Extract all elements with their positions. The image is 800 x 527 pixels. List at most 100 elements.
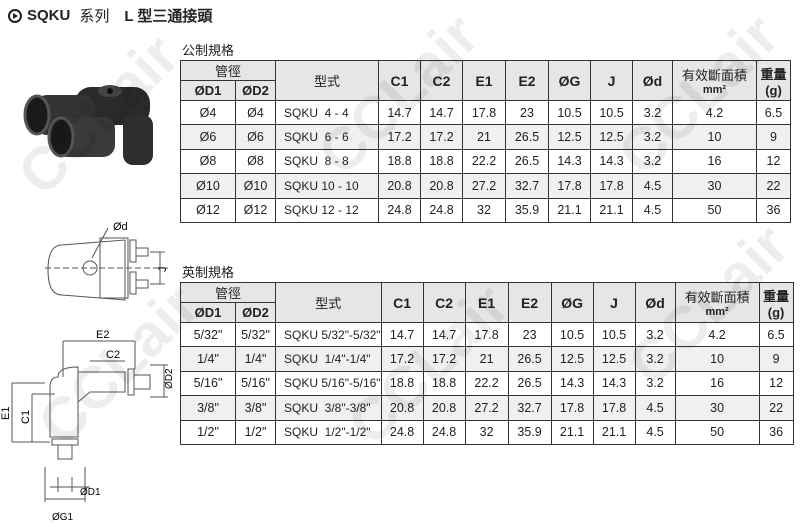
header-tube: 管徑 (180, 60, 276, 81)
cell: 3.2 (632, 99, 673, 126)
cell: 9 (756, 124, 791, 150)
cell: 17.8 (590, 173, 633, 199)
cell: 14.7 (380, 321, 424, 348)
imperial-spec-table: 管徑 型式 C1 C2 E1 E2 ØG J Ød 有效斷面積 mm² 重量 (g) ØD1 ØD2 5/32… (180, 282, 794, 445)
cell: 21 (464, 346, 509, 372)
cell: 50 (672, 197, 757, 223)
dim-label-e2: E2 (96, 329, 109, 341)
cell: 4.5 (632, 173, 673, 199)
header-c1: C1 (380, 282, 424, 323)
dim-label-g1: ØG1 (52, 512, 74, 523)
cell: 17.2 (422, 346, 466, 372)
cell: 10.5 (592, 321, 636, 348)
cell: 20.8 (378, 173, 421, 199)
cell: 32 (464, 419, 509, 445)
cell: SQKU 6 - 6 (275, 124, 379, 150)
cell: 10.5 (590, 99, 633, 126)
cell: 21.1 (590, 197, 633, 223)
header-c1: C1 (378, 60, 421, 101)
dim-label-d1: ØD1 (80, 487, 101, 498)
cell: 5/32" (235, 321, 276, 348)
table-row: Ø6 Ø6 SQKU 6 - 6 17.2 17.2 21 26.5 12.5 12.5 3.2 1… (180, 124, 791, 150)
cell: Ø10 (180, 173, 236, 199)
table-row: 1/4" 1/4" SQKU 1/4"-1/4" 17.2 17.2 21 26.5 12.5… (180, 346, 794, 372)
cell: 17.8 (462, 99, 506, 126)
cell: 18.8 (422, 370, 466, 397)
cell: 30 (674, 395, 760, 421)
page-title: SQKU 系列 L 型三通接頭 (8, 5, 212, 26)
cell: 20.8 (420, 173, 463, 199)
header-c2: C2 (420, 60, 463, 101)
cell: 17.8 (592, 395, 636, 421)
cell: 9 (758, 346, 794, 372)
cell: 1/4" (235, 346, 276, 372)
cell: 35.9 (505, 197, 549, 223)
cell: 3.2 (634, 346, 676, 372)
cell: 22 (756, 173, 791, 199)
header-e1: E1 (464, 282, 509, 323)
cell: 21.1 (550, 419, 594, 445)
cell: 26.5 (505, 124, 549, 150)
cell: 24.8 (420, 197, 463, 223)
header-e2: E2 (505, 60, 549, 101)
cell: 3.2 (632, 124, 673, 150)
cell: 3.2 (632, 148, 673, 175)
cell: 24.8 (380, 419, 424, 445)
table-row: 5/16" 5/16" SQKU 5/16"-5/16" 18.8 18.8 22.2 26… (180, 370, 794, 397)
header-area: 有效斷面積 mm² (674, 282, 760, 323)
cell: 32.7 (507, 395, 552, 421)
cell: 3/8" (180, 395, 236, 421)
cell: SQKU 8 - 8 (275, 148, 379, 175)
header-tube: 管徑 (180, 282, 276, 303)
cell: 14.3 (548, 148, 591, 175)
side-view-drawing: E2 C2 ØD2 E1 C1 ØD1 ØG1 (0, 329, 175, 523)
cell: 27.2 (462, 173, 506, 199)
dim-label-j: J (157, 267, 169, 273)
table-row: 5/32" 5/32" SQKU 5/32"-5/32" 14.7 14.7 17.8 23… (180, 321, 794, 348)
cell: 3/8" (235, 395, 276, 421)
cell: Ø4 (235, 99, 276, 126)
cell: 16 (674, 370, 760, 397)
cell: 26.5 (507, 370, 552, 397)
cell: 4.5 (632, 197, 673, 223)
header-d2: ØD2 (235, 80, 276, 101)
table-row: 3/8" 3/8" SQKU 3/8"-3/8" 20.8 20.8 27.2 32.7 17… (180, 395, 794, 421)
cell: 14.3 (592, 370, 636, 397)
cell: 6.5 (758, 321, 794, 348)
product-photo (23, 85, 153, 165)
cell: 17.8 (550, 395, 594, 421)
cell: 17.2 (380, 346, 424, 372)
cell: 6.5 (756, 99, 791, 126)
cell: 24.8 (378, 197, 421, 223)
cell: 5/32" (180, 321, 236, 348)
cell: 17.2 (420, 124, 463, 150)
dim-label-e1: E1 (0, 407, 12, 420)
cell: 4.5 (634, 419, 676, 445)
cell: Ø8 (235, 148, 276, 175)
cell: 4.5 (634, 395, 676, 421)
header-c2: C2 (422, 282, 466, 323)
header-weight: 重量 (g) (758, 282, 794, 323)
cell: SQKU 1/2"-1/2" (275, 419, 382, 445)
cell: 10 (674, 346, 760, 372)
cell: 3.2 (634, 321, 676, 348)
cell: 23 (507, 321, 552, 348)
cell: 5/16" (180, 370, 236, 397)
cell: Ø12 (180, 197, 236, 223)
cell: Ø6 (235, 124, 276, 150)
cell: 21.1 (592, 419, 636, 445)
cell: 1/2" (180, 419, 236, 445)
cell: 16 (672, 148, 757, 175)
cell: Ø10 (235, 173, 276, 199)
header-d1: ØD1 (180, 302, 236, 323)
cell: 22.2 (462, 148, 506, 175)
cell: SQKU 10 - 10 (275, 173, 379, 199)
header-e1: E1 (462, 60, 506, 101)
cell: Ø4 (180, 99, 236, 126)
cell: 26.5 (507, 346, 552, 372)
cell: 24.8 (422, 419, 466, 445)
cell: SQKU 3/8"-3/8" (275, 395, 382, 421)
header-g: ØG (548, 60, 591, 101)
cell: SQKU 5/32"-5/32" (275, 321, 382, 348)
play-circle-icon (8, 8, 22, 23)
